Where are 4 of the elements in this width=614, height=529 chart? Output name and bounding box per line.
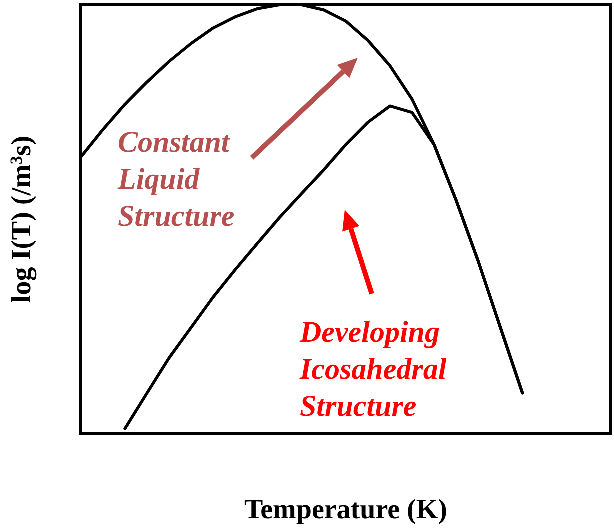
annotation: Constant Liquid Structure (117, 126, 238, 233)
y-axis-title: log I(T) (/m3s) (6, 136, 38, 304)
x-axis-title: Temperature (K) (244, 494, 448, 526)
annotation: Developing Icosahedral Structure (299, 316, 454, 423)
